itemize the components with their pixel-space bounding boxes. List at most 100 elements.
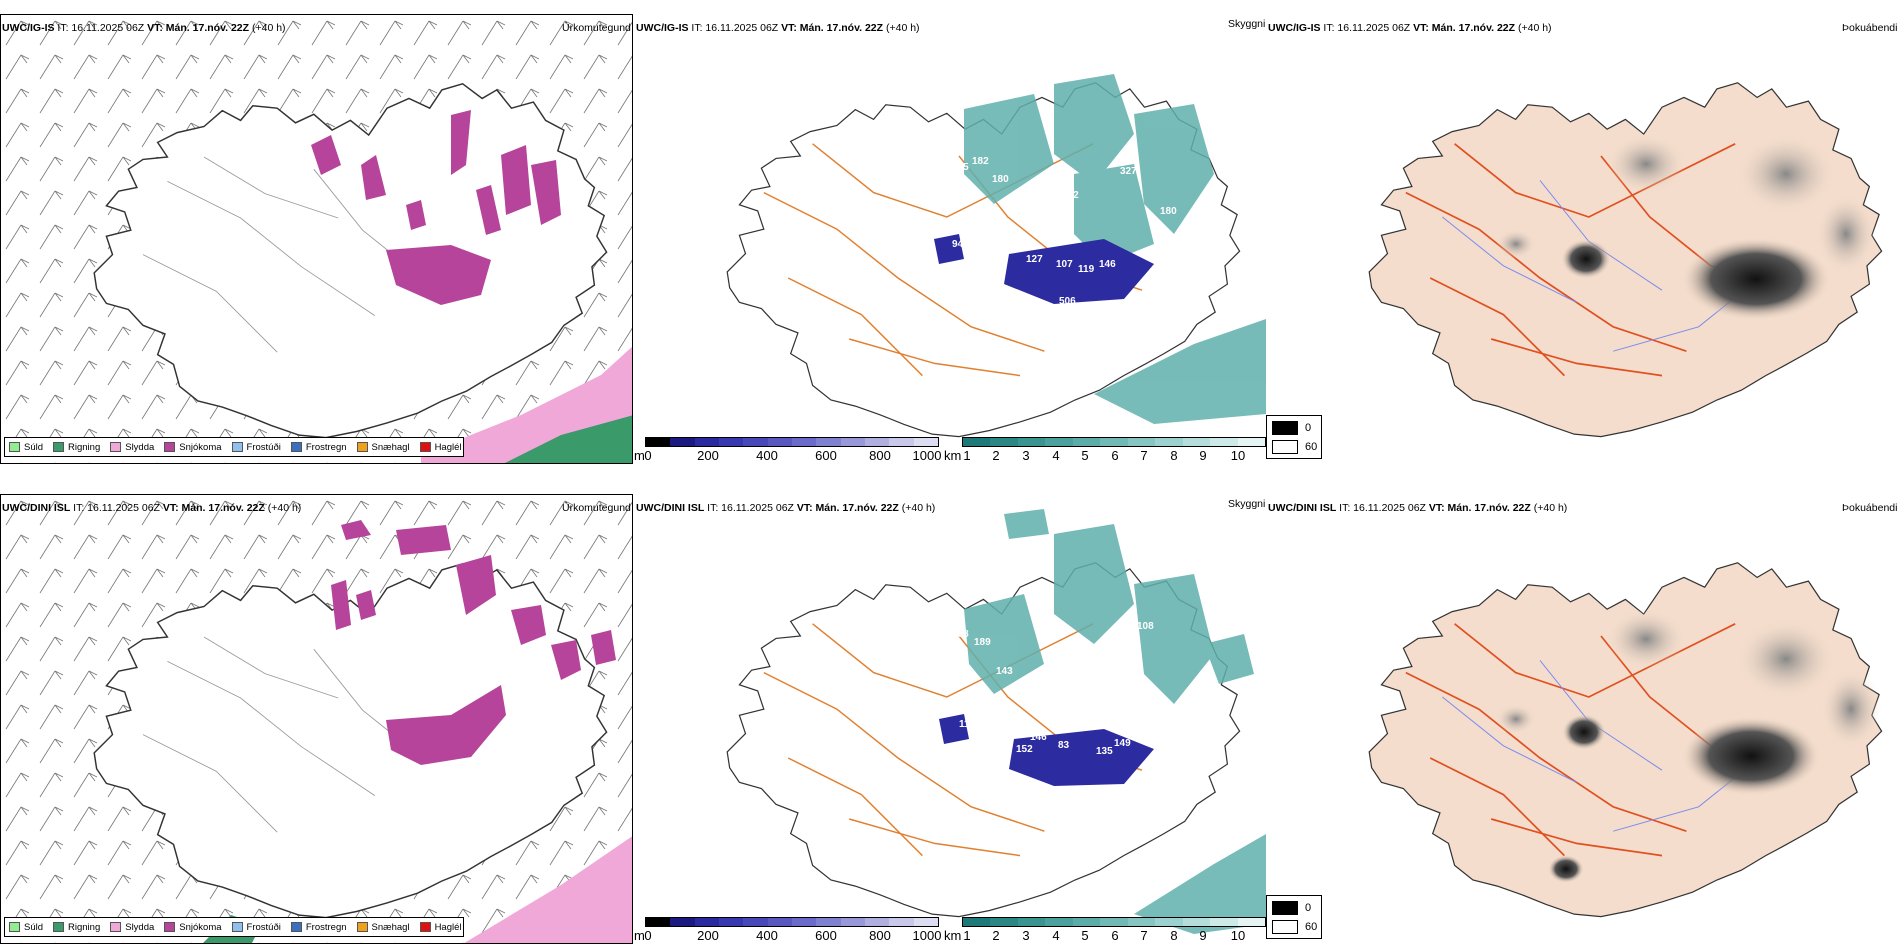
visibility-panel-row1: 265 182 180 201 192 327 140 180 94 127 1… (634, 14, 1266, 464)
fog-legend-dark-label: 0 (1305, 902, 1312, 914)
tick-label: 9 (1199, 928, 1207, 943)
vis-ticks: 1 2 3 4 5 6 7 8 9 10 (962, 448, 1266, 464)
vis-label: 108 (1137, 621, 1154, 632)
header-precip-row1: UWC/IG-IS IT: 16.11.2025 06Z VT: Mán. 17… (2, 22, 286, 34)
legend-swatch (356, 442, 368, 452)
tick-label: 800 (869, 928, 891, 943)
vis-label: 146 (1099, 259, 1116, 270)
ceiling-colorbar-strip (645, 437, 939, 447)
precip-map-row2 (1, 495, 632, 943)
visibility-map-row1 (726, 74, 1266, 438)
legend-swatch (110, 922, 122, 932)
vis-label: 168 (952, 629, 969, 640)
visibility-map-row2 (726, 509, 1266, 934)
legend-item: Slydda (110, 922, 154, 933)
title-fog-row2: Þokuábendi (1842, 502, 1898, 514)
tick-label: 10 (1230, 928, 1246, 943)
tick-label: 2 (992, 448, 1000, 463)
vis-label: 143 (996, 666, 1013, 677)
title-vis-row2: Skyggni (1228, 498, 1266, 510)
header-vis-row1: UWC/IG-IS IT: 16.11.2025 06Z VT: Mán. 17… (636, 22, 920, 34)
header-fog-row1: UWC/IG-IS IT: 16.11.2025 06Z VT: Mán. 17… (1268, 22, 1552, 34)
tick-label: 6 (1111, 928, 1119, 943)
legend-swatch (9, 442, 20, 452)
fog-panel-row2 (1266, 494, 1900, 944)
vis-label: 327 (1120, 166, 1137, 177)
snow-area-2 (386, 685, 506, 765)
tick-label: 600 (815, 928, 837, 943)
legend-swatch (110, 442, 122, 452)
snow-area-1 (386, 245, 491, 305)
vis-label: 119 (1078, 264, 1095, 275)
legend-swatch (231, 442, 243, 452)
ceiling-unit: m (634, 928, 645, 943)
tick-label: 1 (963, 928, 971, 943)
legend-swatch (9, 922, 20, 932)
vis-label: 149 (1114, 738, 1131, 749)
fog-legend-row2: 0 60 (1266, 895, 1322, 939)
legend-swatch (290, 442, 302, 452)
vis-label: 107 (1056, 259, 1073, 270)
tick-label: 9 (1199, 448, 1207, 463)
legend-swatch (53, 442, 65, 452)
legend-item: Súld (9, 442, 43, 453)
tick-label: 0 (644, 448, 652, 463)
header-precip-row2: UWC/DINI ISL IT: 16.11.2025 06Z VT: Mán.… (2, 502, 302, 514)
vis-label: 140 (1046, 212, 1063, 223)
tick-label: 4 (1052, 928, 1060, 943)
title-fog-row1: Þokuábendi (1842, 22, 1898, 34)
tick-label: 3 (1022, 448, 1030, 463)
legend-item: Frostúði (231, 442, 281, 453)
tick-label: 400 (756, 448, 778, 463)
tick-label: 5 (1081, 448, 1089, 463)
precip-panel-row1: Súld Rigning Slydda Snjókoma Frostúði Fr… (0, 14, 633, 464)
legend-swatch (356, 922, 368, 932)
vis-colorbar-row2: km 1 2 3 4 5 6 7 8 9 10 (944, 917, 1266, 947)
vis-label: 189 (974, 637, 991, 648)
fog-legend-dark-swatch (1272, 901, 1298, 915)
legend-item: Frostregn (290, 922, 347, 933)
tick-label: 2 (992, 928, 1000, 943)
header-fog-row2: UWC/DINI ISL IT: 16.11.2025 06Z VT: Mán.… (1268, 502, 1568, 514)
vis-label: 506 (1059, 296, 1076, 307)
fog-legend-light-swatch (1272, 920, 1298, 934)
legend-swatch (419, 442, 431, 452)
tick-label: 7 (1140, 928, 1148, 943)
fog-panel-row1 (1266, 14, 1900, 464)
ceiling-colorbar-row1: m 0 200 400 600 800 1000 (634, 437, 941, 467)
vis-label: 146 (1030, 732, 1047, 743)
vis-unit: km (944, 928, 962, 943)
vis-label: 201 (960, 186, 977, 197)
vis-label: 102 (994, 734, 1011, 745)
tick-label: 0 (644, 928, 652, 943)
vis-label: 94 (952, 239, 964, 250)
vis-label: 11 (959, 719, 970, 730)
legend-swatch (290, 922, 302, 932)
vis-label: 83 (1058, 740, 1070, 751)
tick-label: 8 (1170, 928, 1178, 943)
fog-legend-dark-swatch (1272, 421, 1298, 435)
tick-label: 400 (756, 928, 778, 943)
tick-label: 600 (815, 448, 837, 463)
vis-colorbar-row1: km 1 2 3 4 5 6 7 8 9 10 (944, 437, 1266, 467)
ceiling-ticks: 0 200 400 600 800 1000 (644, 448, 941, 464)
legend-item: Slydda (110, 442, 154, 453)
tick-label: 5 (1081, 928, 1089, 943)
fog-map-row1 (1368, 82, 1883, 438)
ceiling-unit: m (634, 448, 645, 463)
legend-swatch (419, 922, 431, 932)
vis-label: 135 (1096, 746, 1113, 757)
fog-legend-light-label: 60 (1305, 441, 1318, 453)
tick-label: 4 (1052, 448, 1060, 463)
legend-item: Frostúði (231, 922, 281, 933)
tick-label: 800 (869, 448, 891, 463)
legend-item: Haglél (419, 442, 462, 453)
tick-label: 3 (1022, 928, 1030, 943)
legend-item: Snæhagl (356, 442, 410, 453)
vis-colorbar-strip (962, 917, 1266, 927)
vis-colorbar-strip (962, 437, 1266, 447)
fog-legend-dark-label: 0 (1305, 422, 1312, 434)
title-vis-row1: Skyggni (1228, 18, 1266, 30)
legend-swatch (164, 922, 176, 932)
tick-label: 8 (1170, 448, 1178, 463)
